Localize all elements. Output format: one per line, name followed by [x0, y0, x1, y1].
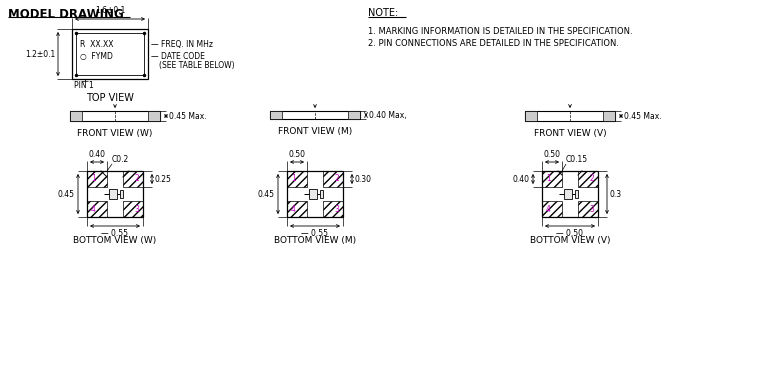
- Bar: [87, 201, 107, 217]
- Bar: [270, 111, 360, 119]
- Text: 2: 2: [135, 174, 139, 183]
- Text: 1: 1: [546, 174, 551, 183]
- Bar: [323, 201, 343, 217]
- Bar: [72, 29, 148, 79]
- Bar: [148, 111, 160, 121]
- Bar: [320, 190, 323, 198]
- Text: FRONT VIEW (M): FRONT VIEW (M): [278, 127, 352, 136]
- Text: FRONT VIEW (V): FRONT VIEW (V): [534, 129, 606, 138]
- Text: — 0.55: — 0.55: [101, 229, 128, 238]
- Text: 1: 1: [291, 174, 296, 183]
- Text: 0.30: 0.30: [355, 175, 372, 184]
- Text: (SEE TABLE BELOW): (SEE TABLE BELOW): [159, 61, 235, 70]
- Bar: [123, 201, 143, 217]
- Text: — 0.55: — 0.55: [302, 229, 328, 238]
- Text: 3: 3: [134, 205, 139, 214]
- Bar: [120, 190, 123, 198]
- Text: 1: 1: [91, 174, 96, 183]
- Bar: [564, 189, 572, 199]
- Bar: [76, 33, 144, 75]
- Text: PIN 1: PIN 1: [74, 81, 94, 90]
- Text: 4: 4: [91, 205, 96, 214]
- Text: — FREQ. IN MHz: — FREQ. IN MHz: [151, 40, 213, 49]
- Text: MODEL DRAWING: MODEL DRAWING: [8, 8, 124, 21]
- Text: C0.15: C0.15: [566, 155, 588, 164]
- Text: 2: 2: [335, 174, 339, 183]
- Bar: [603, 111, 615, 121]
- Text: 3: 3: [334, 205, 339, 214]
- Text: TOP VIEW: TOP VIEW: [86, 93, 134, 103]
- Bar: [575, 190, 578, 198]
- Bar: [542, 171, 598, 217]
- Bar: [542, 201, 562, 217]
- Text: R  XX.XX: R XX.XX: [80, 40, 114, 49]
- Text: 0.45: 0.45: [258, 189, 275, 198]
- Bar: [578, 171, 598, 187]
- Text: 0.50: 0.50: [544, 150, 560, 159]
- Bar: [348, 111, 360, 119]
- Text: BOTTOM VIEW (M): BOTTOM VIEW (M): [274, 236, 356, 245]
- Text: 1.2±0.1: 1.2±0.1: [25, 49, 55, 58]
- Bar: [287, 201, 307, 217]
- Text: — 0.50: — 0.50: [556, 229, 584, 238]
- Text: ○  FYMD: ○ FYMD: [80, 52, 113, 61]
- Bar: [70, 111, 160, 121]
- Bar: [309, 189, 317, 199]
- Text: NOTE:: NOTE:: [368, 8, 398, 18]
- Bar: [87, 171, 107, 187]
- Bar: [123, 171, 143, 187]
- Text: 0.3: 0.3: [610, 189, 622, 198]
- Text: 4: 4: [291, 205, 296, 214]
- Text: FRONT VIEW (W): FRONT VIEW (W): [77, 129, 152, 138]
- Text: 0.40 Max,: 0.40 Max,: [369, 110, 407, 119]
- Bar: [323, 171, 343, 187]
- Text: 0.50: 0.50: [289, 150, 306, 159]
- Text: 0.45: 0.45: [58, 189, 75, 198]
- Text: BOTTOM VIEW (V): BOTTOM VIEW (V): [530, 236, 610, 245]
- Bar: [270, 111, 282, 119]
- Text: 2: 2: [589, 174, 594, 183]
- Text: 0.40: 0.40: [513, 175, 530, 184]
- Bar: [109, 189, 117, 199]
- Text: 0.25: 0.25: [155, 175, 172, 184]
- Bar: [578, 201, 598, 217]
- Text: 0.40: 0.40: [89, 150, 106, 159]
- Text: BOTTOM VIEW (W): BOTTOM VIEW (W): [73, 236, 156, 245]
- Bar: [287, 171, 343, 217]
- Bar: [542, 171, 562, 187]
- Text: 4: 4: [546, 205, 551, 214]
- Text: 0.45 Max.: 0.45 Max.: [624, 112, 661, 121]
- Text: 3: 3: [589, 205, 594, 214]
- Bar: [287, 171, 307, 187]
- Text: 1.6±0.1: 1.6±0.1: [95, 6, 125, 15]
- Text: 1. MARKING INFORMATION IS DETAILED IN THE SPECIFICATION.: 1. MARKING INFORMATION IS DETAILED IN TH…: [368, 27, 633, 36]
- Text: C0.2: C0.2: [112, 155, 129, 164]
- Bar: [525, 111, 615, 121]
- Bar: [70, 111, 82, 121]
- Bar: [87, 171, 143, 217]
- Text: 2. PIN CONNECTIONS ARE DETAILED IN THE SPECIFICATION.: 2. PIN CONNECTIONS ARE DETAILED IN THE S…: [368, 39, 619, 48]
- Bar: [525, 111, 537, 121]
- Text: — DATE CODE: — DATE CODE: [151, 52, 205, 61]
- Text: 0.45 Max.: 0.45 Max.: [169, 112, 207, 121]
